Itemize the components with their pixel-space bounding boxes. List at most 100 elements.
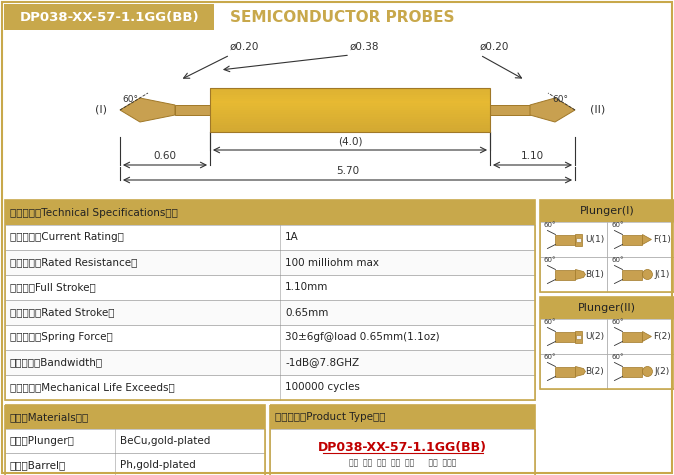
Text: SEMICONDUCTOR PROBES: SEMICONDUCTOR PROBES (230, 10, 454, 25)
Bar (576, 334, 582, 339)
Bar (5, 200, 535, 400)
Bar (576, 238, 582, 241)
Bar (210, 114, 490, 116)
Text: 30±6gf@load 0.65mm(1.1oz): 30±6gf@load 0.65mm(1.1oz) (285, 332, 439, 342)
Bar (540, 319, 607, 354)
Bar (607, 319, 674, 354)
Bar (270, 429, 535, 475)
Text: B(1): B(1) (586, 270, 605, 279)
Bar (607, 257, 674, 292)
Text: 60°: 60° (552, 95, 568, 104)
Bar (210, 99, 490, 101)
Bar (210, 128, 490, 130)
Text: Plunger(II): Plunger(II) (578, 303, 636, 313)
Bar (540, 257, 607, 292)
Bar (555, 367, 576, 377)
Bar (5, 429, 265, 453)
Text: (4.0): (4.0) (338, 136, 362, 146)
Bar (623, 235, 642, 245)
Bar (5, 453, 265, 475)
Text: 额定电阻（Rated Resistance）: 额定电阻（Rated Resistance） (10, 257, 137, 267)
Text: ø0.20: ø0.20 (230, 42, 259, 52)
Text: J(2): J(2) (654, 367, 669, 376)
Bar (5, 375, 535, 400)
Bar (607, 222, 674, 257)
Text: U(1): U(1) (585, 235, 605, 244)
Bar (210, 119, 490, 121)
Text: 材质（Materials）：: 材质（Materials）： (10, 412, 89, 422)
Bar (5, 225, 535, 250)
Bar (210, 112, 490, 114)
Text: 系列  规格  头型  总长  弹力      镀金  针头规: 系列 规格 头型 总长 弹力 镀金 针头规 (349, 458, 456, 467)
Text: 1.10: 1.10 (521, 151, 544, 161)
Text: 1A: 1A (285, 232, 299, 243)
Text: ø0.20: ø0.20 (480, 42, 510, 52)
Text: 60°: 60° (122, 95, 138, 104)
Bar (623, 269, 642, 279)
Bar (5, 300, 535, 325)
Text: J(1): J(1) (654, 270, 670, 279)
Bar (210, 93, 490, 95)
Text: 60°: 60° (611, 257, 623, 263)
Text: 100000 cycles: 100000 cycles (285, 382, 360, 392)
Polygon shape (642, 235, 652, 245)
Text: 60°: 60° (544, 319, 557, 325)
Bar (210, 101, 490, 104)
Text: DP038-XX-57-1.1GG(BB): DP038-XX-57-1.1GG(BB) (318, 440, 487, 454)
Polygon shape (576, 331, 582, 342)
Bar (5, 405, 265, 475)
Bar (540, 200, 674, 222)
Bar (5, 250, 535, 275)
Ellipse shape (642, 269, 652, 279)
Text: F(2): F(2) (653, 332, 671, 341)
Bar (540, 200, 674, 292)
Bar (210, 116, 490, 119)
Bar (555, 269, 576, 279)
Text: 针头（Plunger）: 针头（Plunger） (10, 436, 75, 446)
Text: 技术要求（Technical Specifications）：: 技术要求（Technical Specifications）： (10, 208, 178, 218)
Bar (210, 123, 490, 125)
Text: 5.70: 5.70 (336, 166, 359, 176)
Text: ø0.38: ø0.38 (350, 42, 379, 52)
Bar (607, 354, 674, 389)
Text: -1dB@7.8GHZ: -1dB@7.8GHZ (285, 358, 359, 368)
Text: 针管（Barrel）: 针管（Barrel） (10, 460, 66, 470)
Bar (555, 235, 576, 245)
Text: 60°: 60° (611, 354, 623, 360)
Text: 60°: 60° (544, 222, 557, 228)
Text: Plunger(I): Plunger(I) (580, 206, 634, 216)
Text: 额定行程（Rated Stroke）: 额定行程（Rated Stroke） (10, 307, 115, 317)
Bar (210, 121, 490, 123)
Bar (210, 97, 490, 99)
Text: 0.60: 0.60 (154, 151, 177, 161)
Bar (210, 105, 490, 108)
Text: 60°: 60° (611, 319, 623, 325)
Text: 额定弹力（Spring Force）: 额定弹力（Spring Force） (10, 332, 113, 342)
Text: 1.10mm: 1.10mm (285, 283, 328, 293)
Ellipse shape (642, 367, 652, 377)
Text: 测试寿命（Mechanical Life Exceeds）: 测试寿命（Mechanical Life Exceeds） (10, 382, 175, 392)
Bar (270, 405, 535, 475)
Text: 满行程（Full Stroke）: 满行程（Full Stroke） (10, 283, 96, 293)
Bar (210, 108, 490, 110)
Text: U(2): U(2) (586, 332, 605, 341)
Text: Ph,gold-plated: Ph,gold-plated (120, 460, 195, 470)
Bar (210, 110, 490, 112)
Polygon shape (530, 98, 575, 122)
Polygon shape (120, 98, 175, 122)
Bar (210, 88, 490, 132)
Text: BeCu,gold-plated: BeCu,gold-plated (120, 436, 210, 446)
Bar (555, 332, 576, 342)
Bar (540, 297, 674, 319)
Text: 0.65mm: 0.65mm (285, 307, 328, 317)
Bar (5, 325, 535, 350)
Bar (175, 105, 210, 115)
Bar (270, 405, 535, 429)
Text: 频率带宽（Bandwidth）: 频率带宽（Bandwidth） (10, 358, 103, 368)
Bar (4, 4, 214, 30)
Text: (I): (I) (95, 105, 107, 115)
Bar (210, 90, 490, 93)
Text: B(2): B(2) (586, 367, 605, 376)
Bar (623, 367, 642, 377)
Bar (540, 297, 674, 389)
